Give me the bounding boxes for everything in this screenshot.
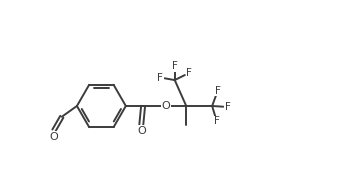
Text: F: F: [215, 86, 221, 96]
Text: O: O: [137, 126, 146, 136]
Text: O: O: [49, 131, 58, 142]
Text: F: F: [172, 61, 178, 71]
Text: O: O: [161, 101, 170, 111]
Text: F: F: [225, 102, 230, 112]
Text: F: F: [157, 73, 163, 83]
Text: F: F: [213, 116, 220, 126]
Text: F: F: [186, 68, 192, 78]
